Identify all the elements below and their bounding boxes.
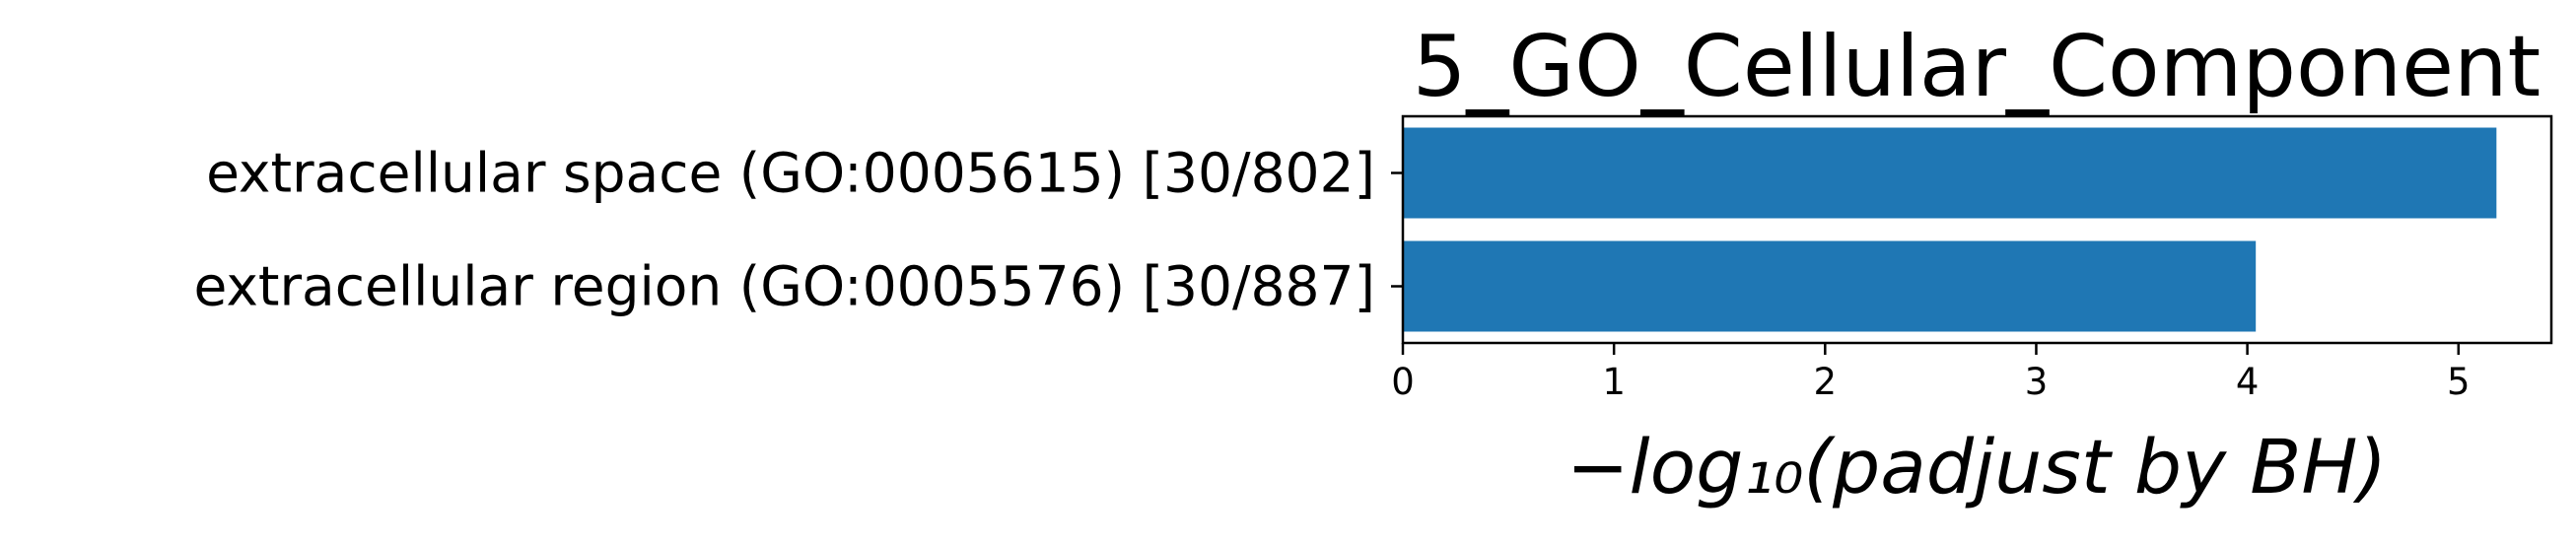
x-tick-label: 4 <box>2236 361 2260 403</box>
axes-frame <box>1401 114 2553 345</box>
x-axis-label: −log₁₀(padjust by BH) <box>1566 423 2387 510</box>
bar <box>1403 127 2497 219</box>
chart-title: 5_GO_Cellular_Component <box>1413 18 2541 116</box>
x-tick-label: 0 <box>1391 361 1415 403</box>
bars-group <box>1403 127 2497 332</box>
x-tick-label: 1 <box>1602 361 1626 403</box>
y-axis-ticks: extracellular space (GO:0005615) [30/802… <box>193 142 1403 318</box>
x-tick-label: 3 <box>2025 361 2049 403</box>
y-tick-label: extracellular space (GO:0005615) [30/802… <box>206 142 1375 205</box>
x-tick-label: 2 <box>1814 361 1838 403</box>
y-tick-label: extracellular region (GO:0005576) [30/88… <box>193 255 1375 318</box>
bar <box>1403 240 2257 332</box>
x-axis-ticks: 0 1 2 3 4 5 <box>1391 343 2471 403</box>
x-tick-label: 5 <box>2447 361 2471 403</box>
